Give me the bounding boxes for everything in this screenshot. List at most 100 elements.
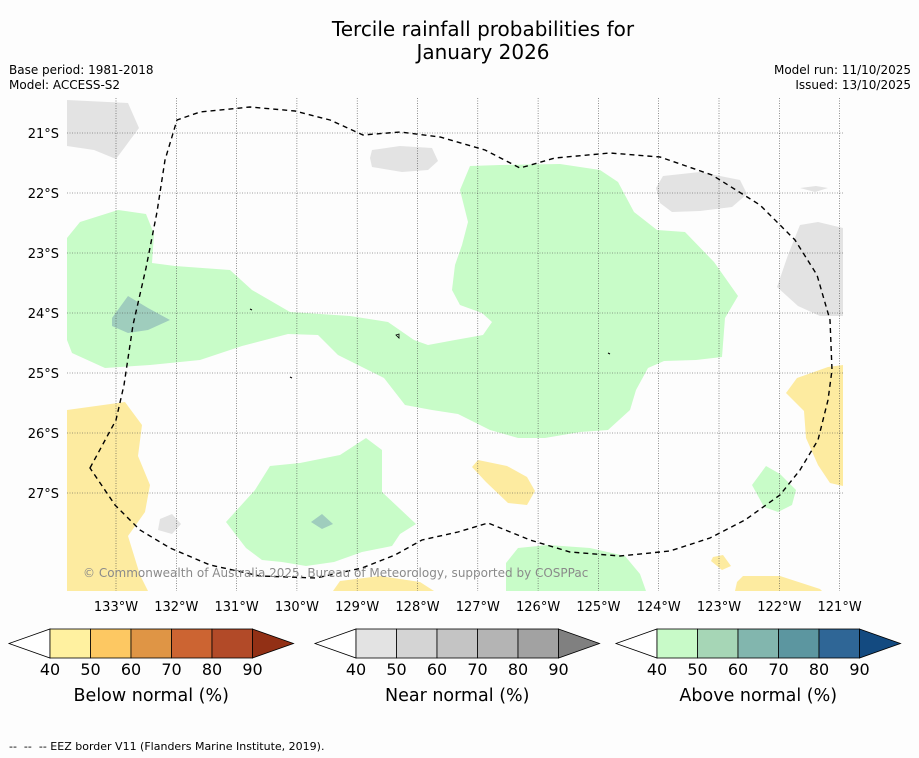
colorbar-segment (211, 628, 253, 659)
colorbar-segment (477, 628, 519, 659)
colorbar-tick-label: 60 (426, 660, 448, 679)
lat-label: 23°S (28, 247, 59, 262)
lat-label: 21°S (28, 127, 59, 142)
below-normal-patch (333, 576, 434, 591)
colorbar-segment (697, 628, 739, 659)
latitude-labels: 21°S 22°S 23°S 24°S 25°S 26°S 27°S (28, 127, 59, 502)
title-line-1: Tercile rainfall probabilities for (331, 17, 635, 41)
below-normal-patch (472, 460, 535, 505)
above-normal-patch (752, 466, 796, 512)
below-normal-patch (735, 576, 822, 591)
colorbar-lower-extend (614, 628, 658, 659)
colorbar-segment (90, 628, 132, 659)
lon-label: 131°W (215, 600, 259, 615)
lon-label: 121°W (818, 600, 862, 615)
gridlines (67, 98, 843, 591)
above-normal-patch (67, 164, 738, 438)
longitude-labels: 133°W 132°W 131°W 130°W 129°W 128°W 127°W 126°W… (94, 600, 862, 615)
colorbar-tick-label: 80 (808, 660, 830, 679)
lon-label: 123°W (697, 600, 741, 615)
colorbar-tick-label: 50 (386, 660, 407, 679)
near-normal-patch (800, 186, 828, 192)
colorbar-title: Below normal (%) (73, 686, 229, 706)
colorbar-title: Near normal (%) (384, 686, 530, 706)
meta-left: Base period: 1981-2018 Model: ACCESS-S2 (9, 63, 154, 93)
lon-label: 125°W (576, 600, 620, 615)
issued-date: Issued: 13/10/2025 (795, 78, 911, 92)
lon-label: 126°W (516, 600, 560, 615)
above-normal-dark-patch (112, 296, 170, 333)
colorbar-tick-label: 70 (467, 660, 488, 679)
speck (249, 308, 253, 311)
map-title: Tercile rainfall probabilities for Janua… (0, 18, 919, 64)
colorbar-tick-label: 50 (687, 660, 708, 679)
lat-label: 27°S (28, 487, 59, 502)
colorbar-tick-label: 40 (646, 660, 668, 679)
lat-label: 25°S (28, 367, 59, 382)
colorbar-tick-label: 40 (39, 660, 61, 679)
meta-right: Model run: 11/10/2025 Issued: 13/10/2025 (774, 63, 911, 93)
title-line-2: January 2026 (416, 40, 550, 64)
colorbar-lower-extend (7, 628, 51, 659)
colorbar-segment (436, 628, 478, 659)
colorbar-lower-extend (313, 628, 357, 659)
lon-label: 128°W (395, 600, 439, 615)
colorbar-segment (656, 628, 698, 659)
colorbar-title: Above normal (%) (679, 686, 838, 706)
colorbar-tick-label: 90 (548, 660, 569, 679)
colorbar-segment (737, 628, 779, 659)
legends (7, 628, 902, 659)
colorbar-tick-label: 50 (80, 660, 101, 679)
model-run-date: Model run: 11/10/2025 (773, 63, 911, 77)
lat-label: 26°S (28, 427, 59, 442)
speck (395, 333, 400, 339)
colorbar-tick-label: 60 (727, 660, 749, 679)
above-normal-patch (226, 438, 416, 566)
lat-label: 22°S (28, 187, 59, 202)
lon-label: 129°W (335, 600, 379, 615)
colorbar-tick-label: 90 (242, 660, 263, 679)
lon-label: 122°W (757, 600, 801, 615)
lon-label: 130°W (275, 600, 319, 615)
colorbar-tick-label: 60 (120, 660, 142, 679)
above-normal-patch (506, 545, 646, 591)
colorbar-segment (355, 628, 397, 659)
near-normal-patch (370, 146, 438, 172)
eez-footnote: -- -- -- EEZ border V11 (Flanders Marine… (9, 740, 325, 753)
model-name: Model: ACCESS-S2 (9, 78, 121, 92)
colorbar-tick-label: 80 (507, 660, 529, 679)
lat-label: 24°S (28, 307, 59, 322)
colorbar-segment (818, 628, 860, 659)
below-normal-patch (786, 365, 843, 486)
colorbar-tick-label: 70 (161, 660, 182, 679)
below-normal-patch (67, 402, 150, 591)
colorbar-upper-extend (252, 628, 295, 659)
base-period: Base period: 1981-2018 (9, 63, 154, 77)
colorbar-segment (396, 628, 438, 659)
colorbar-tick-label: 70 (768, 660, 789, 679)
colorbar-segment (778, 628, 820, 659)
colorbar-upper-extend (859, 628, 902, 659)
near-normal-patch (158, 514, 181, 534)
above-normal-dark-patch (311, 514, 333, 529)
lon-label: 124°W (637, 600, 681, 615)
below-normal-patch (711, 555, 731, 570)
colorbar-tick-label: 80 (201, 660, 223, 679)
colorbar-tick-label: 40 (345, 660, 367, 679)
lon-label: 133°W (94, 600, 138, 615)
speck (289, 376, 293, 379)
near-normal-patch (777, 222, 843, 316)
colorbar-segment (49, 628, 91, 659)
lon-label: 127°W (456, 600, 500, 615)
colorbar-upper-extend (558, 628, 601, 659)
colorbar-tick-label: 90 (849, 660, 870, 679)
map-area (67, 100, 843, 591)
near-normal-patch (656, 172, 747, 212)
near-normal-patch (67, 100, 139, 159)
lon-label: 132°W (154, 600, 198, 615)
copyright-notice: © Commonwealth of Australia 2025, Bureau… (83, 566, 588, 580)
colorbar-segment (171, 628, 213, 659)
colorbar-segment (130, 628, 172, 659)
eez-border (89, 106, 833, 579)
